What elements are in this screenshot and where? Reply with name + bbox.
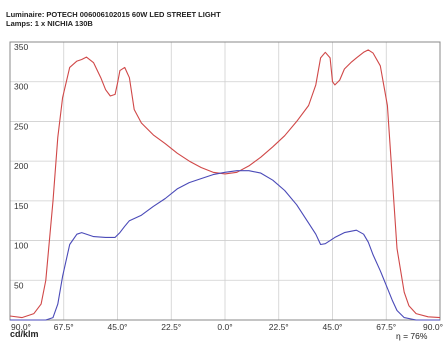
x-tick-label: 0.0°: [217, 322, 232, 332]
y-tick-label: 300: [14, 82, 28, 92]
grid-lines: [9, 41, 441, 320]
x-tick-label: 45.0°: [323, 322, 343, 332]
x-tick-label: 90.0°: [423, 322, 443, 332]
luminaire-title: Luminaire: POTECH 006006102015 60W LED S…: [6, 10, 221, 19]
x-tick-labels: 90.0° 67.5° 45.0° 22.5° 0.0° 22.5° 45.0° 67.5° 9…: [11, 322, 443, 332]
y-tick-label: 200: [14, 161, 28, 171]
unit-label: cd/klm: [10, 329, 39, 339]
x-tick-label: 90.0°: [11, 322, 31, 332]
x-tick-label: 67.5°: [376, 322, 396, 332]
series-blue-line: [10, 170, 440, 321]
series-group: [9, 49, 441, 321]
y-tick-label: 150: [14, 201, 28, 211]
x-tick-label: 22.5°: [161, 322, 181, 332]
series-red-line: [9, 49, 441, 319]
y-tick-label: 350: [14, 42, 28, 52]
efficiency-label: η = 76%: [396, 331, 428, 341]
y-tick-label: 100: [14, 241, 28, 251]
x-tick-label: 22.5°: [269, 322, 289, 332]
y-tick-label: 50: [14, 280, 24, 290]
y-tick-labels: 50 100 150 200 250 300 350: [14, 42, 28, 290]
x-tick-label: 67.5°: [54, 322, 74, 332]
y-tick-label: 250: [14, 121, 28, 131]
x-tick-label: 45.0°: [108, 322, 128, 332]
plot-frame: [9, 41, 441, 321]
lamps-subtitle: Lamps: 1 x NICHIA 130B: [6, 19, 93, 28]
